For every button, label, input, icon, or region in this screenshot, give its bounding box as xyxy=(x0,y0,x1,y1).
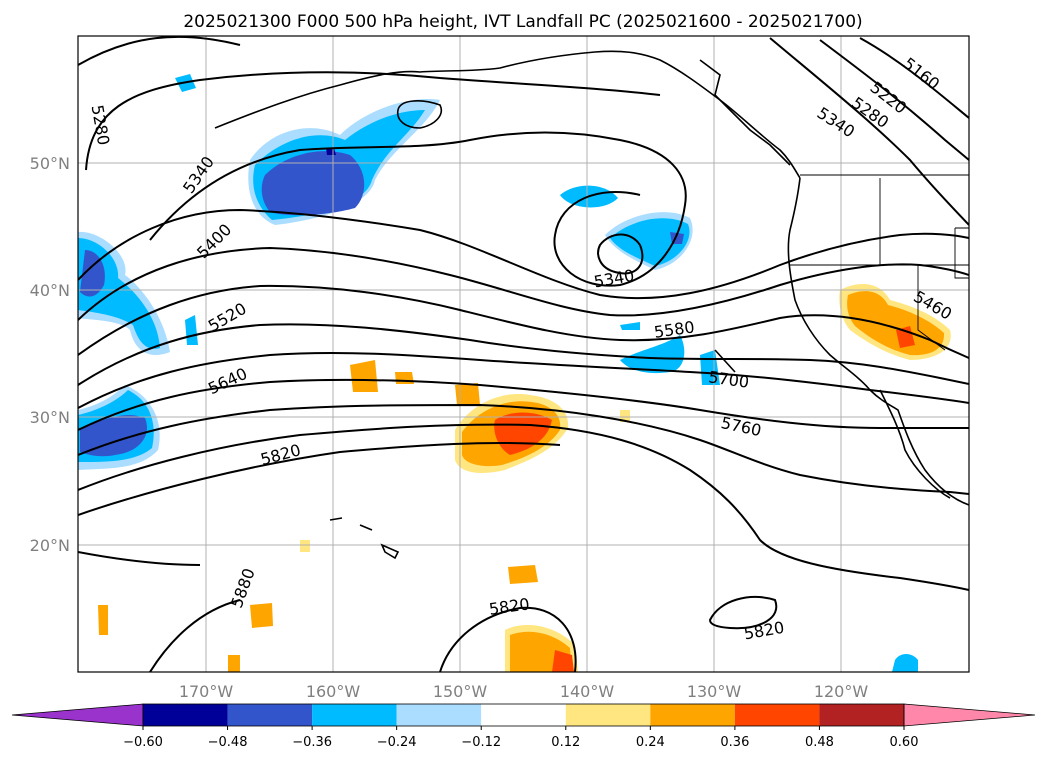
ivt-negative-region xyxy=(620,322,640,330)
ivt-positive-region xyxy=(228,655,240,672)
colorbar-tick-label: 0.48 xyxy=(805,735,834,750)
ivt-positive-region xyxy=(552,650,574,672)
ivt-positive-region xyxy=(98,605,108,635)
colorbar-tick-label: 0.12 xyxy=(551,735,580,750)
ivt-positive-region xyxy=(620,410,630,422)
ivt-positive-region xyxy=(455,383,480,405)
ivt-negative-region xyxy=(610,218,690,266)
colorbar-tick-label: −0.48 xyxy=(208,735,248,750)
ivt-shading xyxy=(78,74,951,672)
colorbar-segment xyxy=(227,704,313,726)
ivt-positive-region xyxy=(300,540,310,552)
colorbar-segment xyxy=(650,704,735,726)
lon-tick-label: 150°W xyxy=(433,682,488,701)
colorbar-segment xyxy=(565,704,651,726)
colorbar-tick-label: 0.36 xyxy=(720,735,749,750)
colorbar-tick-label: −0.36 xyxy=(292,735,332,750)
figure-title: 2025021300 F000 500 hPa height, IVT Land… xyxy=(183,12,862,32)
colorbar-segment xyxy=(143,704,228,726)
lon-tick-label: 140°W xyxy=(560,682,615,701)
ivt-negative-region xyxy=(892,654,918,672)
colorbar-frame xyxy=(142,703,905,727)
colorbar: −0.60 −0.48 −0.36 −0.24 −0.12 0.12 0.24 0.36 0.4… xyxy=(11,703,1036,750)
ivt-negative-region xyxy=(620,335,685,374)
ivt-negative-region xyxy=(261,151,365,216)
lon-tick-label: 120°W xyxy=(814,682,869,701)
ivt-positive-region xyxy=(250,603,273,628)
height-contours xyxy=(78,36,969,672)
ivt-positive-region xyxy=(395,372,414,384)
lat-tick-label: 50°N xyxy=(30,154,70,173)
colorbar-segment xyxy=(819,704,904,726)
colorbar-tick-label: −0.60 xyxy=(123,735,163,750)
colorbar-segment xyxy=(396,704,482,726)
map-panel: 5160 5220 5280 5340 5280 5340 5400 5520 … xyxy=(77,35,970,673)
ivt-positive-region xyxy=(508,565,538,584)
ivt-negative-region xyxy=(80,415,147,457)
lat-labels: 50°N 40°N 30°N 20°N xyxy=(30,154,70,555)
lon-tick-label: 160°W xyxy=(306,682,361,701)
ivt-positive-region xyxy=(896,326,915,348)
colorbar-extend-high xyxy=(903,703,1036,727)
lat-tick-label: 40°N xyxy=(30,281,70,300)
colorbar-segment xyxy=(734,704,820,726)
colorbar-tick-label: −0.12 xyxy=(461,735,501,750)
lon-tick-label: 130°W xyxy=(687,682,742,701)
ivt-positive-region xyxy=(494,412,552,455)
colorbar-extend-low xyxy=(11,703,144,727)
coastlines xyxy=(214,50,969,560)
colorbar-tick-label: 0.60 xyxy=(890,735,919,750)
ivt-positive-region xyxy=(847,291,945,356)
colorbar-tick-label: 0.24 xyxy=(636,735,665,750)
lon-labels: 170°W 160°W 150°W 140°W 130°W 120°W xyxy=(179,682,869,701)
ivt-positive-region xyxy=(350,360,378,392)
lat-tick-label: 20°N xyxy=(30,536,70,555)
lat-tick-label: 30°N xyxy=(30,408,70,427)
colorbar-tick-label: −0.24 xyxy=(377,735,417,750)
lon-tick-label: 170°W xyxy=(179,682,234,701)
map-frame xyxy=(77,35,970,673)
colorbar-segment xyxy=(481,704,566,726)
colorbar-segment xyxy=(312,704,397,726)
